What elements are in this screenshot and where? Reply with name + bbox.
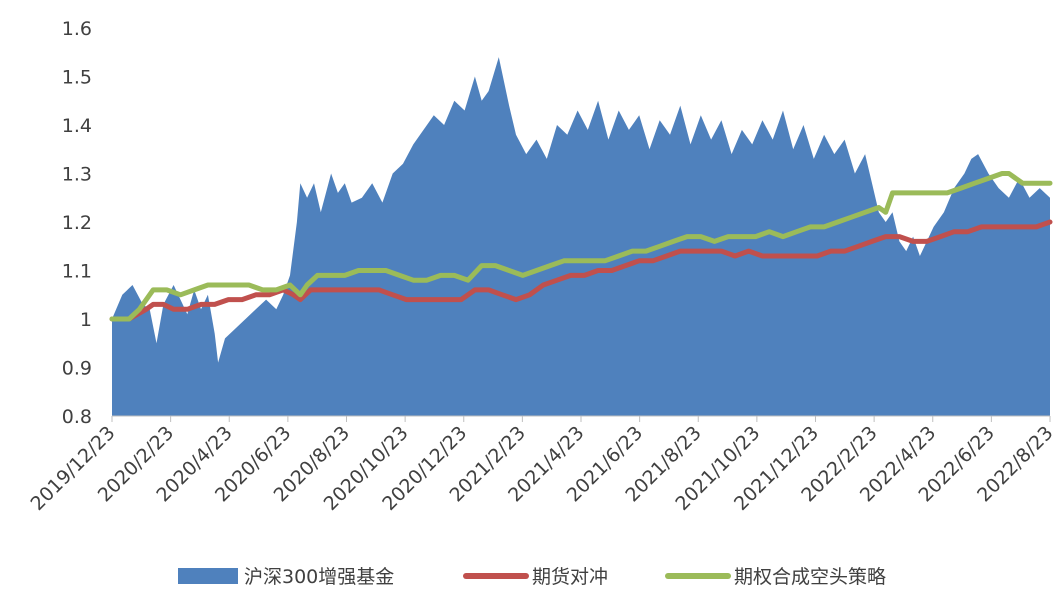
series-area-0 — [112, 57, 1050, 416]
y-tick-label: 0.9 — [62, 358, 92, 380]
y-tick-label: 1.2 — [62, 212, 92, 234]
y-tick-label: 1.1 — [62, 261, 92, 283]
y-tick-label: 1.4 — [62, 115, 92, 137]
line-series-group — [109, 171, 1053, 322]
y-tick-label: 1.3 — [62, 164, 92, 186]
y-tick-label: 1.6 — [62, 18, 92, 40]
legend-label: 期权合成空头策略 — [734, 566, 886, 588]
series-line-2 — [109, 171, 1053, 322]
series-line-1 — [109, 219, 1053, 322]
legend-swatch-area — [178, 568, 238, 584]
area-series-group — [112, 57, 1050, 416]
y-tick-label: 1 — [80, 309, 92, 331]
legend-label: 期货对冲 — [532, 566, 608, 588]
legend-label: 沪深300增强基金 — [244, 566, 394, 588]
y-tick-label: 1.5 — [62, 67, 92, 89]
legend: 沪深300增强基金 期货对冲 期权合成空头策略 — [178, 566, 886, 588]
y-tick-label: 0.8 — [62, 406, 92, 428]
